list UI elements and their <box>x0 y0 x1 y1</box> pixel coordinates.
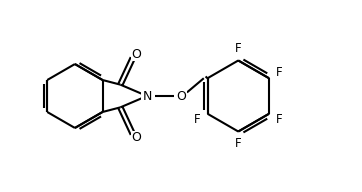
Text: F: F <box>276 113 282 126</box>
Text: N: N <box>142 89 152 103</box>
Text: O: O <box>176 89 186 103</box>
Text: F: F <box>235 137 241 150</box>
Text: F: F <box>194 113 201 126</box>
Text: O: O <box>131 48 141 61</box>
Text: O: O <box>131 131 141 144</box>
Text: F: F <box>235 42 241 55</box>
Text: F: F <box>276 66 282 79</box>
